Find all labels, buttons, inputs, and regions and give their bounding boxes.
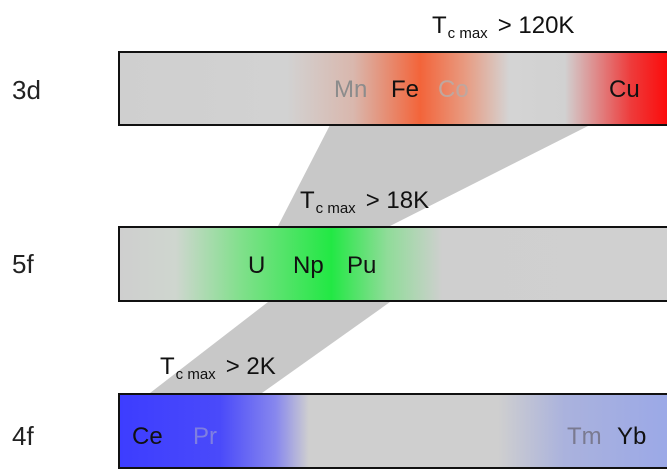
element-np: Np xyxy=(293,252,324,279)
row-label-4f: 4f xyxy=(12,421,34,451)
threshold-subscript: c max xyxy=(175,366,216,383)
connector-3d-to-5f xyxy=(278,125,590,226)
element-pr: Pr xyxy=(193,423,217,450)
threshold-value: > 18K xyxy=(365,187,430,214)
threshold-symbol: T xyxy=(432,12,447,39)
element-yb: Yb xyxy=(617,423,647,450)
element-mn: Mn xyxy=(334,76,368,103)
bar-5f: U Np Pu xyxy=(118,226,667,302)
threshold-symbol: T xyxy=(300,187,315,214)
threshold-value: > 120K xyxy=(497,12,575,39)
element-fe: Fe xyxy=(391,76,420,103)
element-u: U xyxy=(248,252,266,279)
threshold-5f: Tc max > 18K xyxy=(300,187,430,217)
element-tm: Tm xyxy=(567,423,602,450)
element-ce: Ce xyxy=(132,423,163,450)
element-pu: Pu xyxy=(347,252,377,279)
bar-3d: Mn Fe Co Cu xyxy=(118,51,667,126)
element-cu: Cu xyxy=(609,76,640,103)
element-co: Co xyxy=(438,76,469,103)
threshold-3d: Tc max > 120K xyxy=(432,12,575,42)
bar-4f: Ce Pr Tm Yb xyxy=(118,393,667,469)
threshold-symbol: T xyxy=(160,353,175,380)
row-label-3d: 3d xyxy=(12,75,41,105)
threshold-subscript: c max xyxy=(315,200,356,217)
threshold-4f: Tc max > 2K xyxy=(160,353,276,383)
row-label-5f: 5f xyxy=(12,249,34,279)
threshold-subscript: c max xyxy=(447,25,488,42)
connector-5f-to-4f xyxy=(150,302,390,393)
threshold-value: > 2K xyxy=(225,353,276,380)
